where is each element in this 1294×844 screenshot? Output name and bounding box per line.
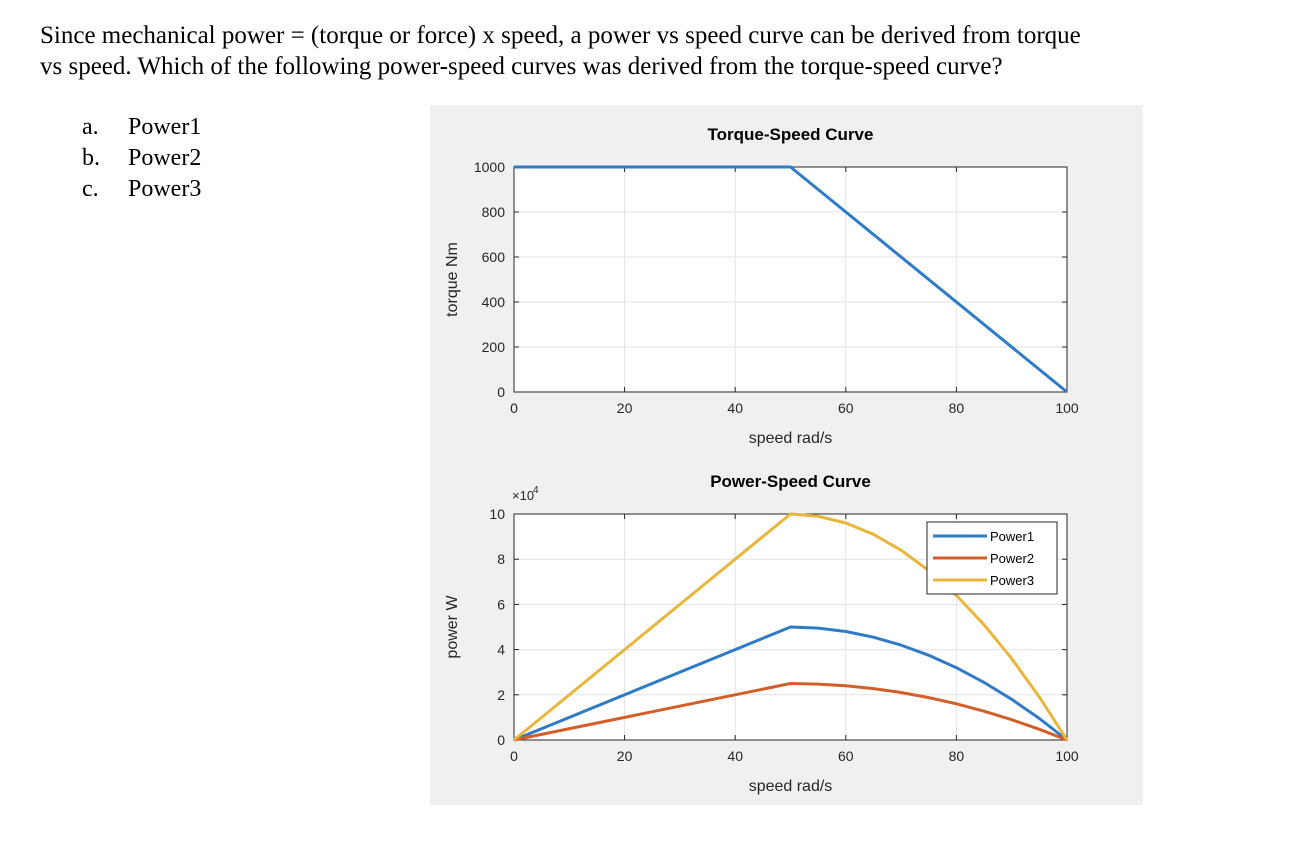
torque-x-tick-label: 100 xyxy=(1055,400,1079,416)
power-y-multiplier: ×10 xyxy=(512,488,534,503)
torque-x-tick-label: 40 xyxy=(727,400,743,416)
torque-y-tick-label: 1000 xyxy=(474,159,505,175)
option-label: Power3 xyxy=(128,176,202,202)
option-letter: a. xyxy=(82,114,99,140)
torque-x-tick-label: 60 xyxy=(838,400,854,416)
torque-y-tick-label: 800 xyxy=(482,204,506,220)
option-b[interactable]: b. Power2 xyxy=(82,143,201,174)
power-x-tick-label: 80 xyxy=(949,748,965,764)
power-x-tick-label: 0 xyxy=(510,748,518,764)
power-y-tick-label: 10 xyxy=(489,506,505,522)
power-legend-label-Power2: Power2 xyxy=(990,551,1034,566)
option-a[interactable]: a. Power1 xyxy=(82,112,201,143)
torque-x-axis-label: speed rad/s xyxy=(749,430,833,447)
power-legend-label-Power3: Power3 xyxy=(990,573,1034,588)
option-letter: b. xyxy=(82,145,100,171)
torque-plot-area xyxy=(514,167,1067,392)
power-chart-title: Power-Speed Curve xyxy=(710,472,871,491)
power-x-tick-label: 40 xyxy=(727,748,743,764)
matlab-figure: 0 20 40 60 80 100 0 200 400 600 800 1000 Torque-Spee… xyxy=(430,105,1143,805)
option-c[interactable]: c. Power3 xyxy=(82,174,201,205)
power-series-line-Power1 xyxy=(513,625,1068,742)
power-series-line-Power2 xyxy=(513,682,1068,742)
power-series-line-Power3 xyxy=(513,512,1069,742)
power-y-tick-label: 2 xyxy=(497,687,505,703)
torque-series-line-1 xyxy=(514,165,1068,394)
power-y-tick-label: 8 xyxy=(497,551,505,567)
answer-options: a. Power1 b. Power2 c. Power3 xyxy=(82,112,201,205)
power-y-tick-label: 6 xyxy=(497,596,505,612)
torque-chart-title: Torque-Speed Curve xyxy=(708,125,874,144)
torque-x-tick-label: 0 xyxy=(510,400,518,416)
option-label: Power1 xyxy=(128,114,202,140)
torque-y-tick-label: 0 xyxy=(497,384,505,400)
figure-canvas: 0 20 40 60 80 10002004006008001000Torque-Spee… xyxy=(430,105,1143,805)
power-x-axis-label: speed rad/s xyxy=(749,778,833,795)
power-y-axis-label: power W xyxy=(444,595,461,659)
question-line-1: Since mechanical power = (torque or forc… xyxy=(40,22,1081,49)
power-x-tick-label: 20 xyxy=(617,748,633,764)
power-y-multiplier-exponent: 4 xyxy=(533,485,539,496)
power-x-tick-label: 60 xyxy=(838,748,854,764)
question-line-2: vs speed. Which of the following power-s… xyxy=(40,53,1003,80)
torque-x-tick-label: 80 xyxy=(949,400,965,416)
power-y-tick-label: 0 xyxy=(497,732,505,748)
torque-y-tick-label: 400 xyxy=(482,294,506,310)
torque-y-tick-label: 600 xyxy=(482,249,506,265)
torque-x-tick-label: 20 xyxy=(617,400,633,416)
torque-y-tick-label: 200 xyxy=(482,339,506,355)
power-x-tick-label: 100 xyxy=(1055,748,1079,764)
power-y-tick-label: 4 xyxy=(497,642,505,658)
torque-y-axis-label: torque Nm xyxy=(444,242,461,317)
option-letter: c. xyxy=(82,176,99,202)
power-legend-label-Power1: Power1 xyxy=(990,529,1034,544)
option-label: Power2 xyxy=(128,145,202,171)
question-text: Since mechanical power = (torque or forc… xyxy=(40,20,1260,82)
